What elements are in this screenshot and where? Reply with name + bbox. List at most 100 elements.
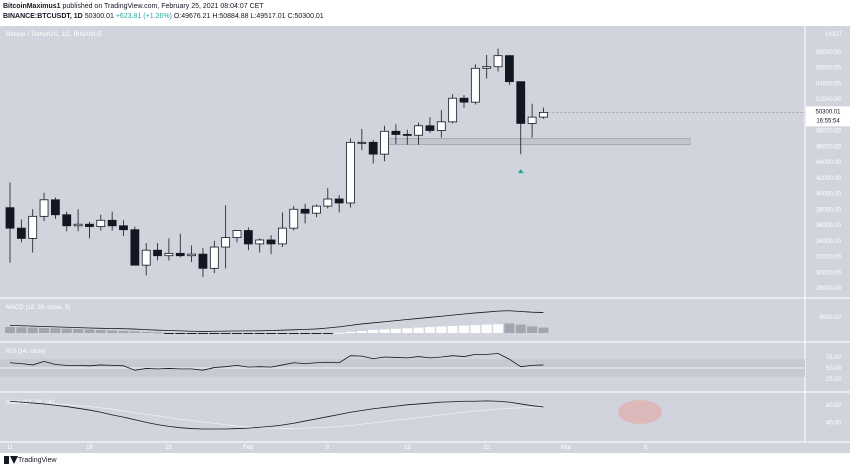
candle (493, 55, 503, 68)
macd-histogram-bar (288, 333, 299, 334)
price-tick-label: 38000.00 (816, 207, 842, 213)
symbol-line: BINANCE:BTCUSDT, 1D 50300.01 +623.81 (+1… (3, 13, 324, 20)
candle (459, 97, 469, 103)
candle (232, 230, 242, 238)
price-tick-label: 36000.00 (816, 223, 842, 229)
countdown-label: 16:55:54 (816, 118, 840, 124)
candle (289, 208, 299, 229)
candle (198, 253, 208, 269)
ohlc-values: O:49676.21 H:50884.88 L:49517.01 C:50300… (173, 13, 324, 20)
candle (516, 81, 526, 124)
candle (482, 66, 492, 69)
macd-histogram-bar (515, 324, 526, 333)
published-text: published on TradingView.com, February 2… (60, 3, 264, 10)
candle (334, 198, 344, 204)
macd-histogram-bar (379, 329, 390, 333)
candle (39, 199, 49, 217)
candle (425, 125, 435, 131)
macd-histogram-bar (345, 331, 356, 333)
candle (504, 55, 514, 83)
rsi-title: RSI (14, close) (6, 349, 46, 355)
candle (300, 208, 310, 214)
macd-histogram-bar (73, 329, 84, 333)
macd-histogram-bar (107, 330, 118, 333)
candle (141, 249, 151, 266)
candle (527, 116, 537, 124)
price-tick-label: 46000.00 (816, 144, 842, 150)
candle (380, 130, 389, 155)
candle (357, 141, 367, 144)
green-arrow-icon (517, 169, 524, 174)
price-tick-label: 32000.00 (816, 255, 842, 261)
macd-histogram-bar (141, 331, 152, 333)
rsi-tick-label: 50.00 (826, 366, 842, 372)
candle (51, 199, 60, 216)
macd-histogram-bar (118, 330, 129, 333)
candle (221, 237, 231, 248)
candle (243, 230, 253, 245)
stoch-k-line (9, 400, 544, 430)
candle (28, 215, 38, 239)
macd-histogram-bar (197, 333, 208, 334)
candle (73, 223, 83, 227)
candle (107, 219, 117, 227)
last-price-box (806, 106, 850, 127)
price-tick-label: 40000.00 (816, 192, 842, 198)
macd-histogram-bar (95, 329, 106, 333)
x-tick-label: 8 (644, 445, 648, 451)
macd-histogram-bar (470, 325, 481, 333)
change-value: +623.81 (+1.26%) (115, 13, 172, 20)
macd-histogram-bar (436, 326, 447, 333)
candle (277, 227, 287, 245)
footer: TradingView (0, 453, 850, 470)
stoch-tick-label: 40.00 (826, 420, 842, 426)
x-tick-label: 11 (7, 445, 14, 451)
macd-histogram-bar (493, 324, 504, 333)
x-tick-label: Feb (243, 445, 254, 451)
macd-histogram-bar (163, 333, 174, 334)
x-tick-label: 25 (166, 445, 173, 451)
macd-histogram-bar (186, 333, 197, 334)
stoch-tick-label: 80.00 (826, 403, 842, 409)
candle (323, 198, 333, 207)
macd-title: MACD (12, 26, close, 9) (6, 305, 70, 311)
x-tick-label: 22 (483, 445, 490, 451)
macd-histogram-bar (413, 327, 424, 333)
macd-histogram-bar (5, 327, 15, 333)
candle (96, 219, 106, 227)
candle (391, 130, 401, 135)
price-tick-label: 58000.00 (816, 50, 842, 56)
rsi-tick-label: 25.00 (826, 377, 842, 383)
tradingview-logo-icon (4, 456, 18, 464)
macd-histogram-bar (402, 328, 413, 333)
macd-histogram-bar (254, 333, 265, 334)
candle (255, 239, 265, 245)
macd-histogram-bar (243, 333, 254, 334)
publisher-name[interactable]: BitcoinMaximus1 (3, 3, 61, 10)
candle (414, 125, 424, 136)
macd-tick-label: 4000.00 (819, 315, 841, 321)
candle (470, 67, 480, 103)
candle (153, 249, 162, 257)
candle (436, 121, 446, 131)
tradingview-logo[interactable]: TradingView (4, 456, 57, 464)
macd-histogram-bar (129, 331, 140, 333)
macd-histogram-bar (16, 327, 27, 333)
x-tick-label: 18 (86, 445, 93, 451)
macd-histogram-bar (322, 333, 333, 334)
price-tick-label: 56000.00 (816, 66, 842, 72)
price-tick-label: 48000.00 (816, 129, 842, 135)
candle (119, 225, 128, 231)
macd-histogram-bar (390, 328, 401, 333)
x-tick-label: 15 (404, 445, 411, 451)
publisher-line: BitcoinMaximus1 published on TradingView… (3, 3, 264, 10)
symbol: BINANCE:BTCUSDT, 1D (3, 13, 83, 20)
macd-histogram-bar (61, 328, 72, 333)
macd-histogram-bar (459, 325, 469, 333)
candle (209, 246, 219, 269)
macd-histogram-bar (538, 327, 549, 333)
chart-area[interactable]: Bitcoin / TetherUS, 1D, BINANCE USDT 58000… (0, 26, 850, 453)
candle (539, 111, 548, 118)
stoch-highlight (618, 400, 662, 424)
macd-histogram-bar (84, 329, 95, 333)
